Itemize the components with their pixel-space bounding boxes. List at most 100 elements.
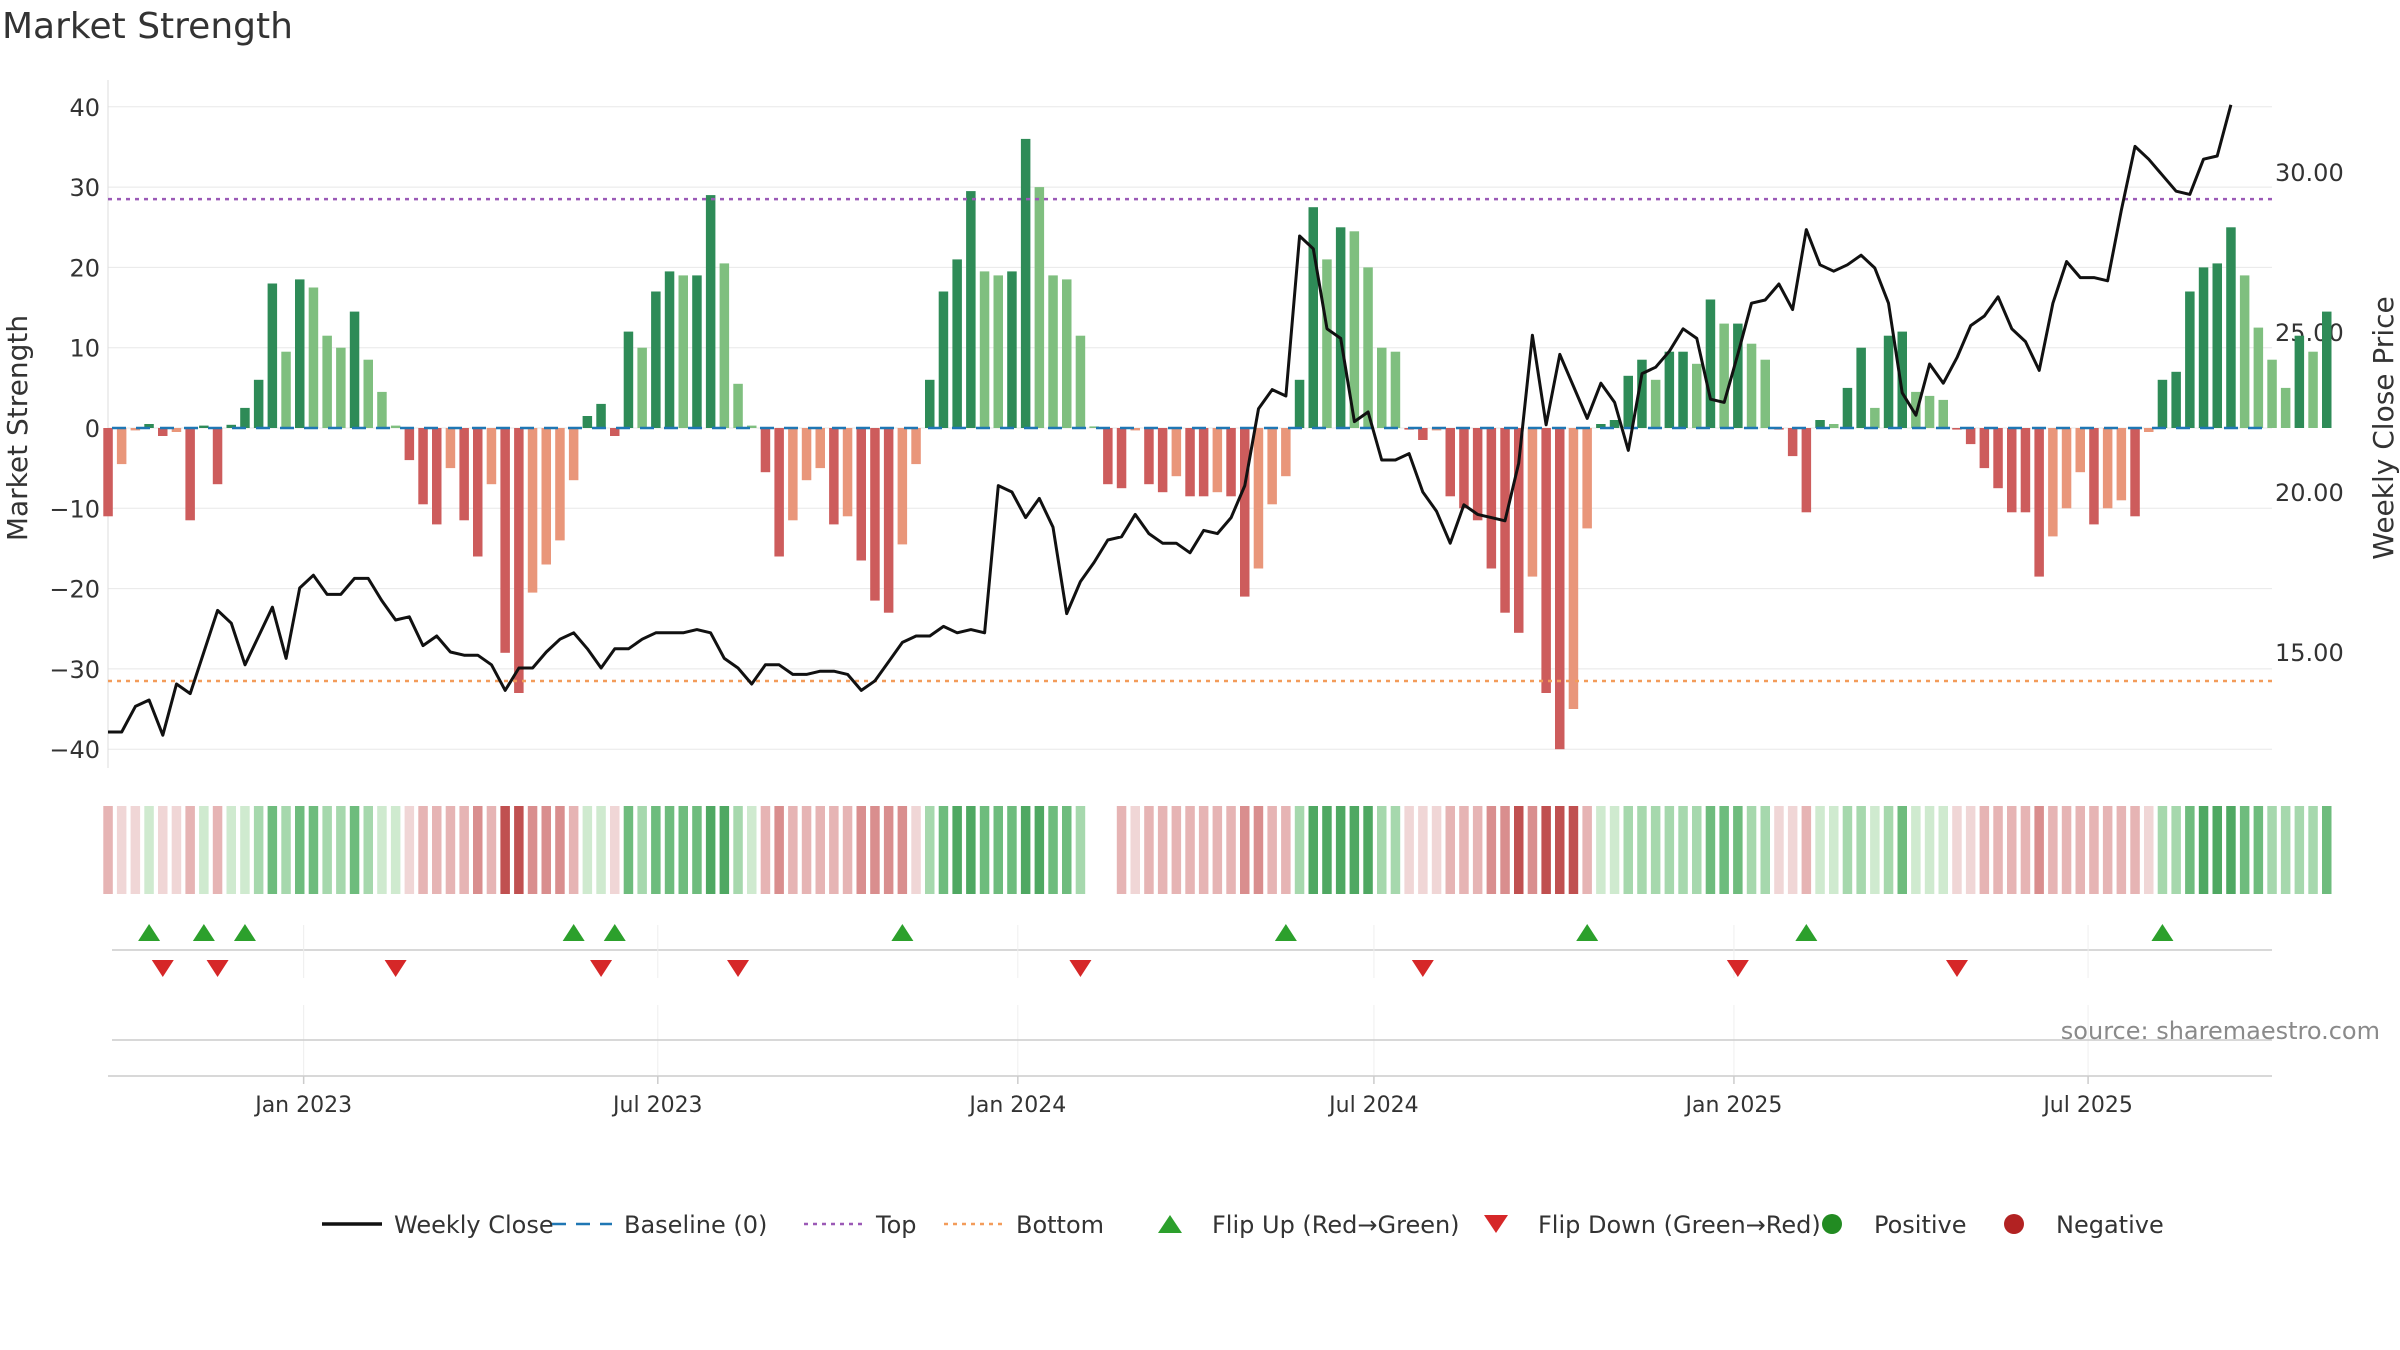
strength-strip-cell: [212, 806, 223, 894]
strength-strip-cell: [1500, 806, 1510, 894]
strength-bar: [925, 379, 935, 428]
strength-bar: [1993, 428, 2003, 489]
strength-bar: [349, 311, 360, 428]
strength-strip-cell: [432, 806, 442, 894]
flip-up-marker: [603, 924, 626, 941]
legend-label: Negative: [2056, 1211, 2164, 1239]
strength-bar: [2171, 371, 2181, 428]
strength-strip-cell: [363, 806, 373, 894]
strength-strip-cell: [692, 806, 702, 894]
flip-up-marker: [1576, 924, 1599, 941]
strength-strip-cell: [1856, 806, 1866, 894]
strength-strip-cell: [281, 806, 291, 894]
strength-strip-cell: [1130, 806, 1140, 894]
strength-bar: [2089, 428, 2099, 525]
strength-bar: [2226, 227, 2236, 428]
strength-strip-cell: [815, 806, 825, 894]
strength-strip-cell: [897, 806, 908, 894]
strength-strip-cell: [842, 806, 853, 894]
strength-bar: [1787, 428, 1798, 457]
strength-bar: [2130, 428, 2140, 517]
strength-strip-cell: [1034, 806, 1045, 894]
strength-strip-cell: [1774, 806, 1784, 894]
strength-bar: [993, 275, 1003, 428]
strength-bar: [226, 424, 236, 428]
strength-bar: [760, 428, 771, 473]
strength-bar: [1007, 271, 1017, 428]
flip-down-marker: [1726, 960, 1749, 977]
strength-bar: [1678, 351, 1688, 428]
strength-bar: [747, 425, 757, 428]
strength-bar: [664, 271, 675, 428]
strength-strip-cell: [1993, 806, 2003, 894]
strength-bar: [281, 351, 291, 428]
strength-strip-cell: [1965, 806, 1976, 894]
strength-bar: [158, 428, 168, 436]
strength-bar: [637, 347, 647, 428]
strength-strip-cell: [2198, 806, 2209, 894]
strength-strip-cell: [2212, 806, 2222, 894]
strength-strip-cell: [1924, 806, 1935, 894]
strength-strip-cell: [1020, 806, 1031, 894]
strength-strip-cell: [1431, 806, 1442, 894]
flip-up-marker: [2151, 924, 2174, 941]
strength-strip-cell: [240, 806, 250, 894]
strength-bar: [1486, 428, 1497, 569]
strength-strip-cell: [308, 806, 319, 894]
strength-bar: [185, 428, 195, 521]
strength-bar: [486, 428, 497, 485]
strength-bar: [1116, 428, 1127, 489]
strength-bar: [1144, 428, 1154, 485]
strength-strip-cell: [1198, 806, 1209, 894]
strength-strip-cell: [2226, 806, 2236, 894]
strength-strip-cell: [1267, 806, 1277, 894]
strength-bar: [1198, 428, 1209, 497]
strength-bar: [1801, 428, 1812, 513]
strength-strip-cell: [1979, 806, 1990, 894]
strength-bar: [1952, 428, 1962, 430]
strength-bar: [1472, 428, 1483, 521]
strength-strip-cell: [486, 806, 497, 894]
legend-label: Bottom: [1016, 1211, 1104, 1239]
strength-strip-cell: [1335, 806, 1346, 894]
strength-bar: [1390, 351, 1401, 428]
strength-bar: [322, 335, 332, 428]
strength-bar: [1130, 428, 1140, 431]
legend-label: Baseline (0): [624, 1211, 767, 1239]
strength-strip-cell: [1527, 806, 1538, 894]
strength-bar: [199, 425, 209, 428]
strength-bar: [829, 428, 839, 525]
strength-bar: [1349, 231, 1360, 428]
strength-strip-cell: [1116, 806, 1127, 894]
strength-strip-cell: [1075, 806, 1086, 894]
strength-bar: [1445, 428, 1455, 497]
strength-strip-cell: [1294, 806, 1305, 894]
strength-strip-cell: [1637, 806, 1647, 894]
y-axis-title-left: Market Strength: [1, 315, 34, 541]
strength-strip-cell: [1952, 806, 1962, 894]
strength-strip-cell: [2102, 806, 2113, 894]
strength-strip-cell: [637, 806, 647, 894]
strength-bar: [1623, 375, 1633, 428]
strength-strip-cell: [2171, 806, 2181, 894]
strength-strip-cell: [1404, 806, 1414, 894]
strength-strip-cell: [2185, 806, 2195, 894]
x-tick-label: Jul 2023: [611, 1093, 703, 1118]
strength-strip-cell: [349, 806, 360, 894]
strength-strip-cell: [582, 806, 593, 894]
strength-strip-cell: [1938, 806, 1948, 894]
strength-strip-cell: [788, 806, 798, 894]
strength-bar: [1089, 426, 1099, 428]
strength-bar: [541, 428, 551, 565]
flip-up-marker: [233, 924, 256, 941]
strength-bar: [1226, 428, 1236, 497]
strength-bar: [1240, 428, 1250, 597]
flip-down-marker: [590, 960, 613, 977]
strength-strip-cell: [1240, 806, 1250, 894]
strength-strip-cell: [1555, 806, 1565, 894]
strength-strip-cell: [459, 806, 469, 894]
strength-strip-cell: [610, 806, 620, 894]
strength-bar: [1596, 424, 1606, 428]
strength-bar: [1568, 428, 1579, 709]
strength-strip-cell: [1582, 806, 1592, 894]
